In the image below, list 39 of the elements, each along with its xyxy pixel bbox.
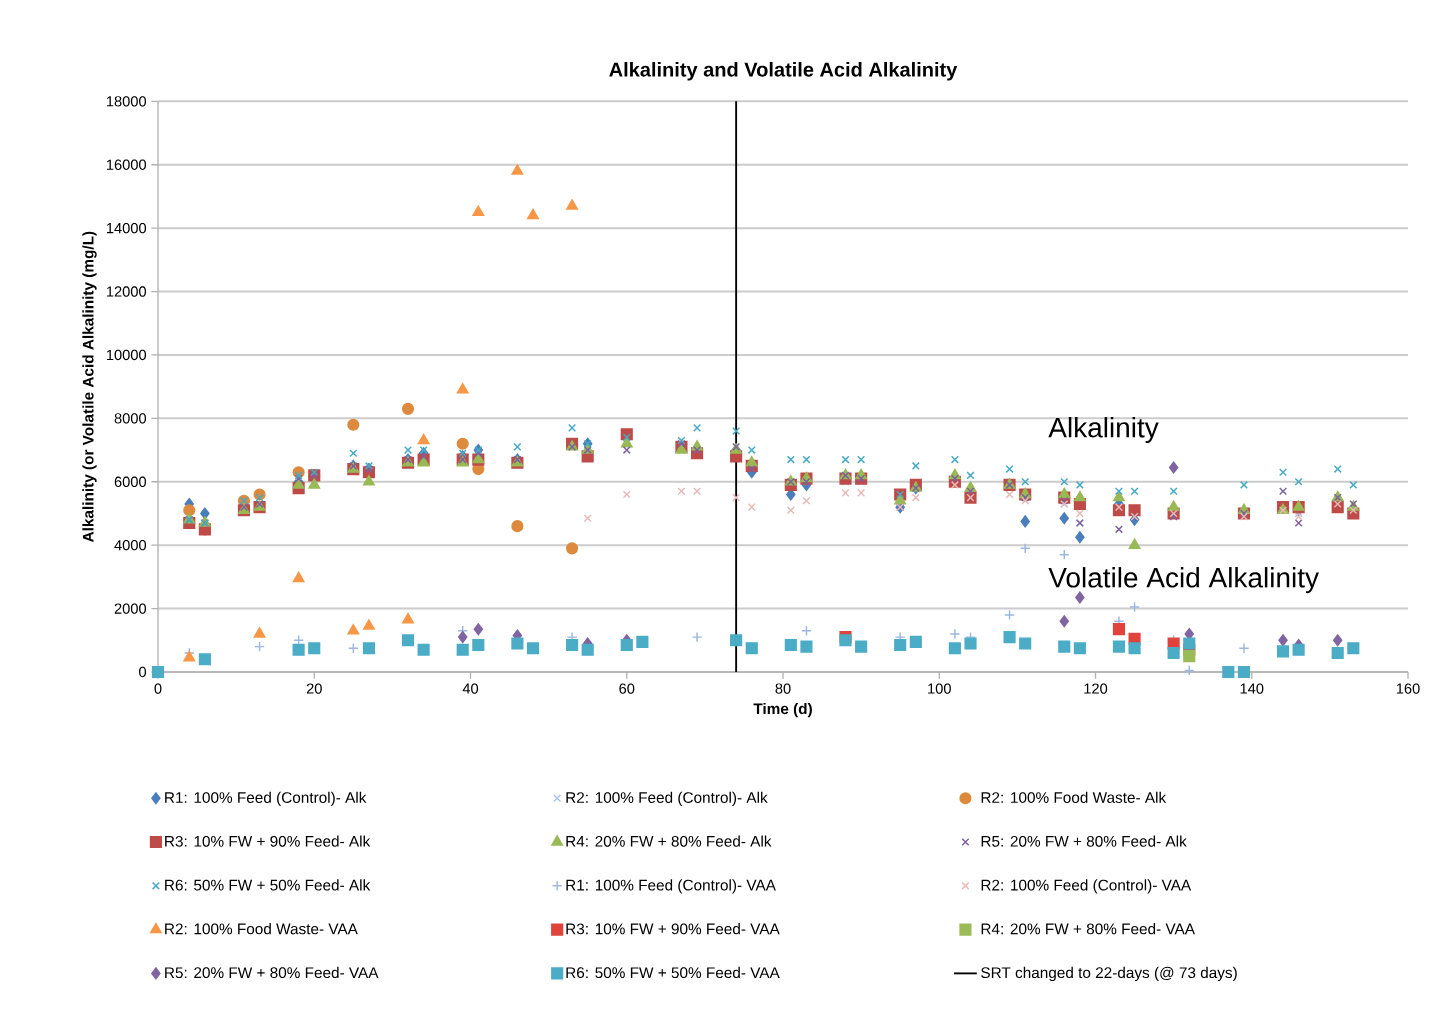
y-tick-label: 10000 bbox=[106, 349, 147, 361]
x-tick-label: 80 bbox=[775, 683, 791, 694]
legend-label: R3: 10% FW + 90% Feed- Alk bbox=[165, 835, 371, 847]
y-axis-title: Alkalinity (or Volatile Acid Alkalinity (mg/L) bbox=[82, 231, 97, 543]
y-tick-label: 2000 bbox=[114, 603, 147, 614]
legend-label: R6: 50% FW + 50% Feed- Alk bbox=[165, 879, 371, 891]
y-tick-label: 12000 bbox=[106, 286, 147, 297]
y-tick-label: 16000 bbox=[106, 159, 147, 170]
legend-label: R5: 20% FW + 80% Feed- Alk bbox=[981, 835, 1187, 847]
x-axis-title: Time (d) bbox=[753, 702, 812, 718]
x-tick-label: 100 bbox=[928, 683, 951, 694]
x-tick-label: 40 bbox=[462, 683, 479, 694]
x-tick-label: 60 bbox=[619, 683, 635, 694]
legend-label: SRT changed to 22-days (@ 73 days) bbox=[981, 966, 1237, 982]
legend-label: R5: 20% FW + 80% Feed- VAA bbox=[165, 966, 379, 979]
annotation: Volatile Acid Alkalinity bbox=[1048, 567, 1319, 594]
legend-label: R3: 10% FW + 90% Feed- VAA bbox=[566, 923, 780, 935]
y-tick-label: 8000 bbox=[114, 413, 147, 424]
legend-label: R1: 100% Feed (Control)- VAA bbox=[566, 879, 776, 894]
legend-label: R6: 50% FW + 50% Feed- VAA bbox=[566, 966, 780, 979]
x-tick-label: 120 bbox=[1084, 683, 1108, 694]
legend-label: R2: 100% Feed (Control)- VAA bbox=[981, 879, 1192, 894]
legend-label: R1: 100% Feed (Control)- Alk bbox=[165, 791, 367, 807]
y-tick-label: 14000 bbox=[106, 222, 147, 234]
y-tick-label: 6000 bbox=[114, 476, 147, 487]
x-tick-label: 160 bbox=[1396, 683, 1420, 694]
legend-label: R2: 100% Feed (Control)- Alk bbox=[566, 791, 768, 807]
y-tick-label: 0 bbox=[139, 666, 147, 678]
y-tick-label: 4000 bbox=[114, 540, 147, 551]
y-tick-label: 18000 bbox=[106, 96, 147, 107]
annotation: Alkalinity bbox=[1048, 416, 1159, 444]
legend-label: R4: 20% FW + 80% Feed- Alk bbox=[566, 835, 772, 847]
x-tick-label: 20 bbox=[306, 683, 322, 694]
x-tick-label: 0 bbox=[154, 683, 162, 694]
legend-label: R2: 100% Food Waste- VAA bbox=[165, 923, 358, 935]
legend-label: R2: 100% Food Waste- Alk bbox=[981, 791, 1167, 803]
x-tick-label: 140 bbox=[1240, 683, 1264, 694]
legend-label: R4: 20% FW + 80% Feed- VAA bbox=[981, 923, 1195, 935]
chart-title: Alkalinity and Volatile Acid Alkalinity bbox=[609, 61, 958, 81]
